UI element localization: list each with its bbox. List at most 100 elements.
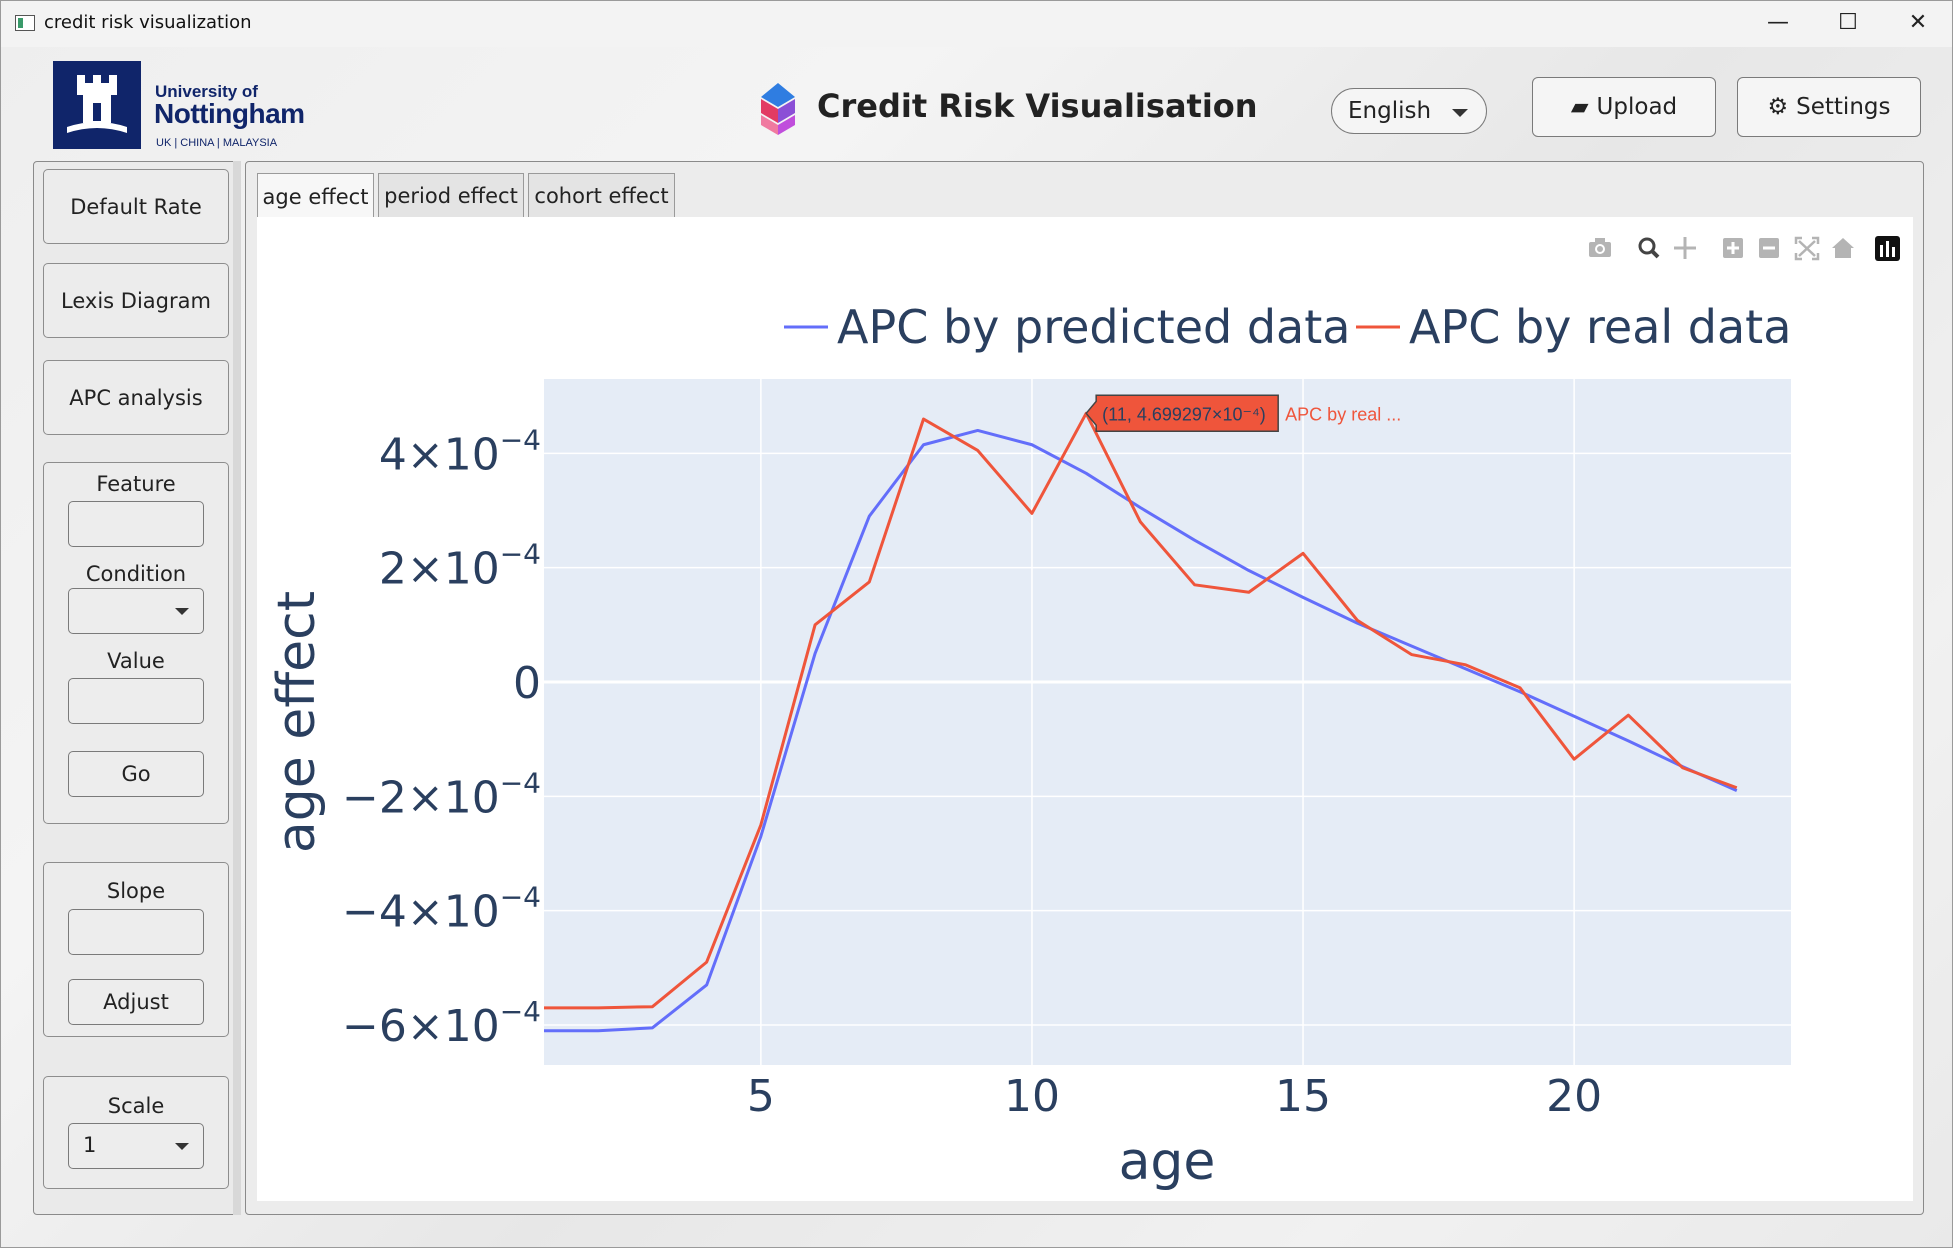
- zoom-icon[interactable]: [1638, 237, 1660, 259]
- data-point[interactable]: [1080, 467, 1092, 479]
- data-point[interactable]: [1568, 710, 1580, 722]
- sidebar-splitter[interactable]: [233, 161, 241, 1215]
- pan-icon[interactable]: [1674, 237, 1696, 259]
- data-point[interactable]: [863, 510, 875, 522]
- settings-button[interactable]: ⚙ Settings: [1737, 77, 1921, 137]
- upload-button[interactable]: ▰ Upload: [1532, 77, 1716, 137]
- data-point[interactable]: [1351, 614, 1363, 626]
- series-line-predicted: [544, 428, 1738, 1033]
- plotly-logo-icon[interactable]: [1875, 236, 1900, 261]
- y-tick-exponent: −4: [500, 995, 541, 1028]
- maximize-button[interactable]: ☐: [1838, 10, 1858, 35]
- x-tick-label: 5: [747, 1071, 775, 1122]
- data-point[interactable]: [1189, 579, 1201, 591]
- chevron-down-icon: [175, 1143, 189, 1150]
- tab-cohort-effect[interactable]: cohort effect: [528, 173, 675, 217]
- close-button[interactable]: ✕: [1908, 10, 1928, 35]
- data-point[interactable]: [1514, 682, 1526, 694]
- data-point[interactable]: [755, 819, 767, 831]
- data-point[interactable]: [1622, 709, 1634, 721]
- data-point[interactable]: [972, 424, 984, 436]
- chevron-down-icon: [1452, 109, 1468, 117]
- data-point[interactable]: [918, 413, 930, 425]
- data-point[interactable]: [1622, 735, 1634, 747]
- title-bar: credit risk visualization — ☐ ✕: [1, 1, 1952, 47]
- data-point[interactable]: [1243, 586, 1255, 598]
- data-point[interactable]: [1568, 753, 1580, 765]
- window-title: credit risk visualization: [44, 12, 252, 33]
- tooltip-coords: (11, 4.699297×10⁻⁴): [1102, 404, 1266, 424]
- minimize-button[interactable]: —: [1767, 10, 1789, 35]
- zoom-in-icon[interactable]: [1723, 238, 1743, 258]
- y-tick-exponent: −4: [500, 766, 541, 799]
- chevron-down-icon: [175, 608, 189, 615]
- data-point[interactable]: [646, 1022, 658, 1034]
- data-point[interactable]: [592, 1025, 604, 1037]
- x-axis-ticks: 5 10 15 20: [747, 1071, 1602, 1122]
- data-point[interactable]: [1677, 762, 1689, 774]
- lexis-diagram-button[interactable]: Lexis Diagram: [43, 263, 229, 338]
- data-point[interactable]: [1026, 507, 1038, 519]
- adjust-button[interactable]: Adjust: [68, 979, 204, 1025]
- data-point[interactable]: [1134, 516, 1146, 528]
- data-point[interactable]: [1297, 547, 1309, 559]
- data-point[interactable]: [918, 439, 930, 451]
- tab-age-effect[interactable]: age effect: [257, 173, 374, 219]
- data-point[interactable]: [592, 1002, 604, 1014]
- data-point[interactable]: [972, 444, 984, 456]
- data-point[interactable]: [1026, 439, 1038, 451]
- camera-icon[interactable]: [1589, 238, 1611, 257]
- data-point[interactable]: [538, 1002, 550, 1014]
- value-input[interactable]: [68, 678, 204, 724]
- apc-analysis-button[interactable]: APC analysis: [43, 360, 229, 435]
- scale-value: 1: [83, 1133, 97, 1157]
- data-point[interactable]: [646, 1001, 658, 1013]
- data-point[interactable]: [809, 619, 821, 631]
- y-tick-label: 0: [513, 658, 541, 709]
- tab-period-effect[interactable]: period effect: [378, 173, 524, 217]
- series-line-real: [544, 411, 1738, 1010]
- language-value: English: [1348, 98, 1432, 124]
- condition-select[interactable]: [68, 588, 204, 634]
- feature-input[interactable]: [68, 501, 204, 547]
- data-point[interactable]: [701, 956, 713, 968]
- data-point[interactable]: [1405, 649, 1417, 661]
- data-point[interactable]: [701, 979, 713, 991]
- data-point[interactable]: [1243, 565, 1255, 577]
- legend-label[interactable]: APC by predicted data: [837, 300, 1350, 354]
- language-select[interactable]: English: [1331, 88, 1487, 134]
- feature-label: Feature: [96, 472, 176, 496]
- data-point[interactable]: [1731, 782, 1743, 794]
- upload-label: Upload: [1596, 94, 1678, 120]
- y-tick-label: −2×10−4: [342, 766, 541, 823]
- x-tick-label: 10: [1004, 1071, 1060, 1122]
- folder-icon: ▰: [1570, 94, 1589, 120]
- data-point[interactable]: [538, 1025, 550, 1037]
- zoom-out-icon[interactable]: [1759, 238, 1779, 258]
- logo-line-2: Nottingham: [154, 98, 305, 129]
- autoscale-icon[interactable]: [1794, 236, 1820, 261]
- reset-axes-icon[interactable]: [1832, 238, 1854, 258]
- data-point[interactable]: [1297, 591, 1309, 603]
- go-button[interactable]: Go: [68, 751, 204, 797]
- default-rate-button[interactable]: Default Rate: [43, 169, 229, 244]
- tooltip-series-name: APC by real ...: [1285, 404, 1401, 424]
- chart-lines: [538, 411, 1743, 1037]
- y-tick-mantissa: 4×10: [379, 429, 500, 480]
- slope-label: Slope: [106, 879, 166, 903]
- data-point[interactable]: [863, 576, 875, 588]
- data-point[interactable]: [809, 647, 821, 659]
- scale-select[interactable]: 1: [68, 1123, 204, 1169]
- y-tick-label: −6×10−4: [342, 995, 541, 1052]
- slope-input[interactable]: [68, 909, 204, 955]
- y-tick-exponent: −4: [500, 538, 541, 571]
- y-tick-mantissa: 2×10: [379, 544, 500, 595]
- y-axis-label: age effect: [267, 591, 327, 853]
- y-tick-mantissa: −6×10: [342, 1001, 500, 1052]
- chart-grid: [544, 379, 1791, 1065]
- legend-label[interactable]: APC by real data: [1409, 300, 1791, 354]
- settings-label: Settings: [1796, 94, 1891, 120]
- data-point[interactable]: [1189, 534, 1201, 546]
- data-point[interactable]: [1460, 659, 1472, 671]
